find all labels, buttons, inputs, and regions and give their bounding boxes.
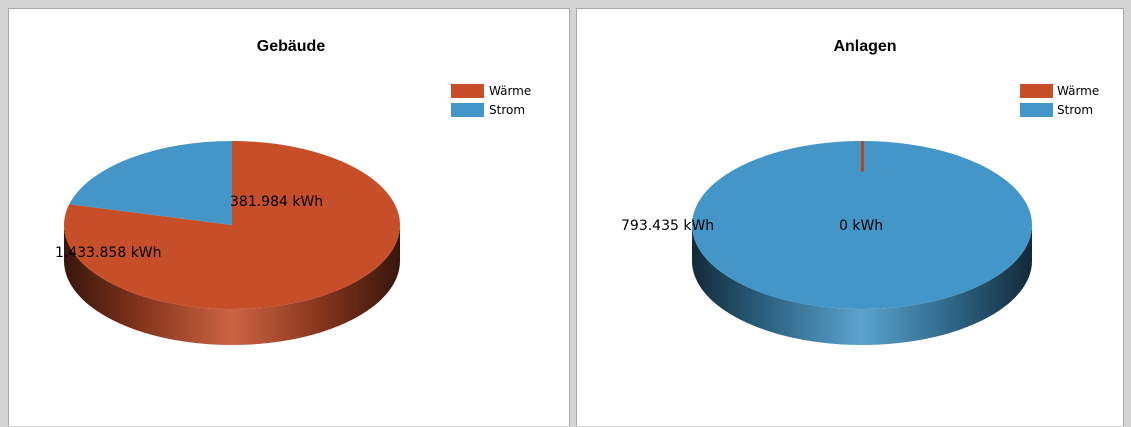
chart-title: Anlagen xyxy=(833,38,896,55)
pie-side-waerme xyxy=(64,225,400,345)
legend-label-strom: Strom xyxy=(1057,103,1093,117)
legend-swatch-strom xyxy=(451,103,484,117)
data-label-strom: 793.435 kWh xyxy=(621,218,714,234)
pie-side-strom xyxy=(692,225,1032,345)
legend-swatch-waerme xyxy=(451,84,484,98)
pie-slice-strom xyxy=(692,141,1032,309)
legend: Wärme Strom xyxy=(1020,84,1099,117)
chart-panel-anlagen: Anlagen Wärme Strom 793.435 kWh 0 kWh xyxy=(576,8,1124,426)
legend-label-strom: Strom xyxy=(489,103,525,117)
chart-panel-gebaeude: Gebäude Wärme Strom 1.433.858 kWh 381.98… xyxy=(8,8,570,426)
data-label-waerme: 1.433.858 kWh xyxy=(55,245,162,261)
legend-swatch-waerme xyxy=(1020,84,1053,98)
legend-label-waerme: Wärme xyxy=(1057,84,1099,98)
pie-slice-waerme xyxy=(63,141,400,309)
pie-chart-gebaeude: Gebäude Wärme Strom 1.433.858 kWh 381.98… xyxy=(55,38,531,345)
data-label-waerme: 0 kWh xyxy=(839,218,883,234)
chart-title: Gebäude xyxy=(257,38,326,55)
legend-swatch-strom xyxy=(1020,103,1053,117)
legend-label-waerme: Wärme xyxy=(489,84,531,98)
pie-layer xyxy=(63,141,400,345)
legend: Wärme Strom xyxy=(451,84,531,117)
pie-slice-waerme-rim xyxy=(861,141,864,172)
pie-slice-strom xyxy=(69,141,232,225)
data-label-strom: 381.984 kWh xyxy=(230,194,323,210)
pie-chart-anlagen: Anlagen Wärme Strom 793.435 kWh 0 kWh xyxy=(621,38,1099,345)
pie-layer xyxy=(692,141,1032,345)
